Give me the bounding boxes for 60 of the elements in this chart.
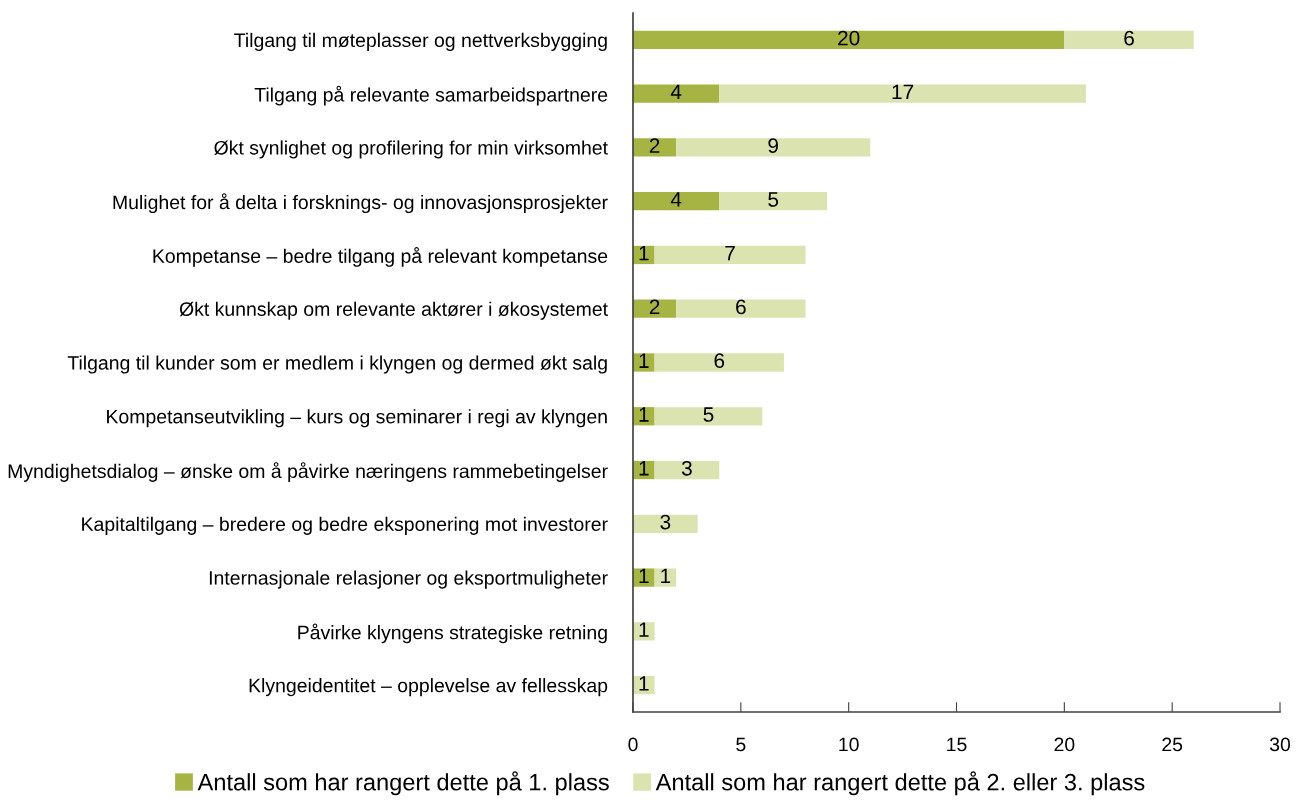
data-label: 1 xyxy=(639,353,649,368)
bar xyxy=(633,299,677,318)
y-tick-label: Tilgang til møteplasser og nettverksbygging xyxy=(234,32,607,51)
bar xyxy=(633,138,677,157)
bar xyxy=(654,460,720,480)
bar xyxy=(633,84,720,103)
data-label: 1 xyxy=(639,622,649,637)
bar xyxy=(676,299,806,318)
y-tick-label: Økt kunnskap om relevante aktører i økosystemet xyxy=(179,301,608,320)
data-label: 2 xyxy=(649,138,660,153)
data-label: 1 xyxy=(661,568,671,583)
data-label: 1 xyxy=(639,568,649,583)
bar xyxy=(633,30,1065,50)
x-tick-label: 5 xyxy=(736,737,746,752)
x-tick-label: 0 xyxy=(628,737,638,752)
y-tick-label: Mulighet for å delta i forsknings- og innovasjonsprosjekter xyxy=(113,193,608,214)
data-label: 5 xyxy=(768,192,779,207)
data-label: 4 xyxy=(670,84,682,100)
data-label: 1 xyxy=(639,246,649,261)
data-label: 7 xyxy=(725,246,735,261)
y-tick-label: Økt synlighet og profilering for min virksomhet xyxy=(214,140,608,159)
bar xyxy=(654,407,763,426)
bar xyxy=(719,192,828,211)
data-label: 6 xyxy=(714,353,725,369)
y-tick-label: Påvirke klyngens strategiske retning xyxy=(298,623,607,644)
bar xyxy=(1064,30,1194,50)
data-label: 17 xyxy=(892,84,914,100)
data-label: 3 xyxy=(681,460,692,476)
data-label: 3 xyxy=(660,514,671,530)
legend-label: Antall som har rangert dette på 1. plass xyxy=(197,771,609,796)
y-tick-label: Klyngeidentitet – opplevelse av fellesskap xyxy=(249,678,608,697)
data-label: 20 xyxy=(838,30,860,46)
y-tick-label: Kompetanse – bedre tilgang på relevant kompetanse xyxy=(153,247,608,267)
x-tick-label: 25 xyxy=(1162,737,1183,752)
data-label: 5 xyxy=(703,407,714,422)
x-tick-label: 30 xyxy=(1269,737,1291,752)
data-label: 9 xyxy=(768,138,778,154)
data-label: 6 xyxy=(736,299,746,315)
y-tick-label: Tilgang til kunder som er medlem i klyngen og dermed økt salg xyxy=(67,355,607,374)
bar xyxy=(633,514,698,533)
y-tick-label: Internasjonale relasjoner og eksportmuligheter xyxy=(209,570,608,589)
y-tick-label: Myndighetsdialog – ønske om å påvirke næringens rammebetingelser xyxy=(8,462,608,482)
x-tick-label: 20 xyxy=(1054,737,1075,752)
data-label: 4 xyxy=(670,192,682,207)
y-tick-label: Kompetanseutvikling – kurs og seminarer i regi av klyngen xyxy=(107,409,607,428)
y-tick-label: Tilgang på relevante samarbeidspartnere xyxy=(254,85,608,106)
data-label: 1 xyxy=(639,461,649,476)
y-tick-label: Kapitaltilgang – bredere og bedre eksponering mot investorer xyxy=(82,516,608,535)
bar xyxy=(719,84,1086,103)
bar xyxy=(654,353,784,372)
legend-label: Antall som har rangert dette på 2. eller 3. plass xyxy=(655,771,1145,796)
bar xyxy=(633,192,720,211)
bar xyxy=(654,245,806,265)
x-tick-label: 10 xyxy=(839,737,859,752)
bar xyxy=(676,138,871,157)
data-label: 1 xyxy=(639,407,649,422)
data-label: 2 xyxy=(649,299,660,315)
data-label: 1 xyxy=(639,676,649,691)
data-label: 6 xyxy=(1124,30,1134,46)
x-tick-label: 15 xyxy=(947,737,967,752)
